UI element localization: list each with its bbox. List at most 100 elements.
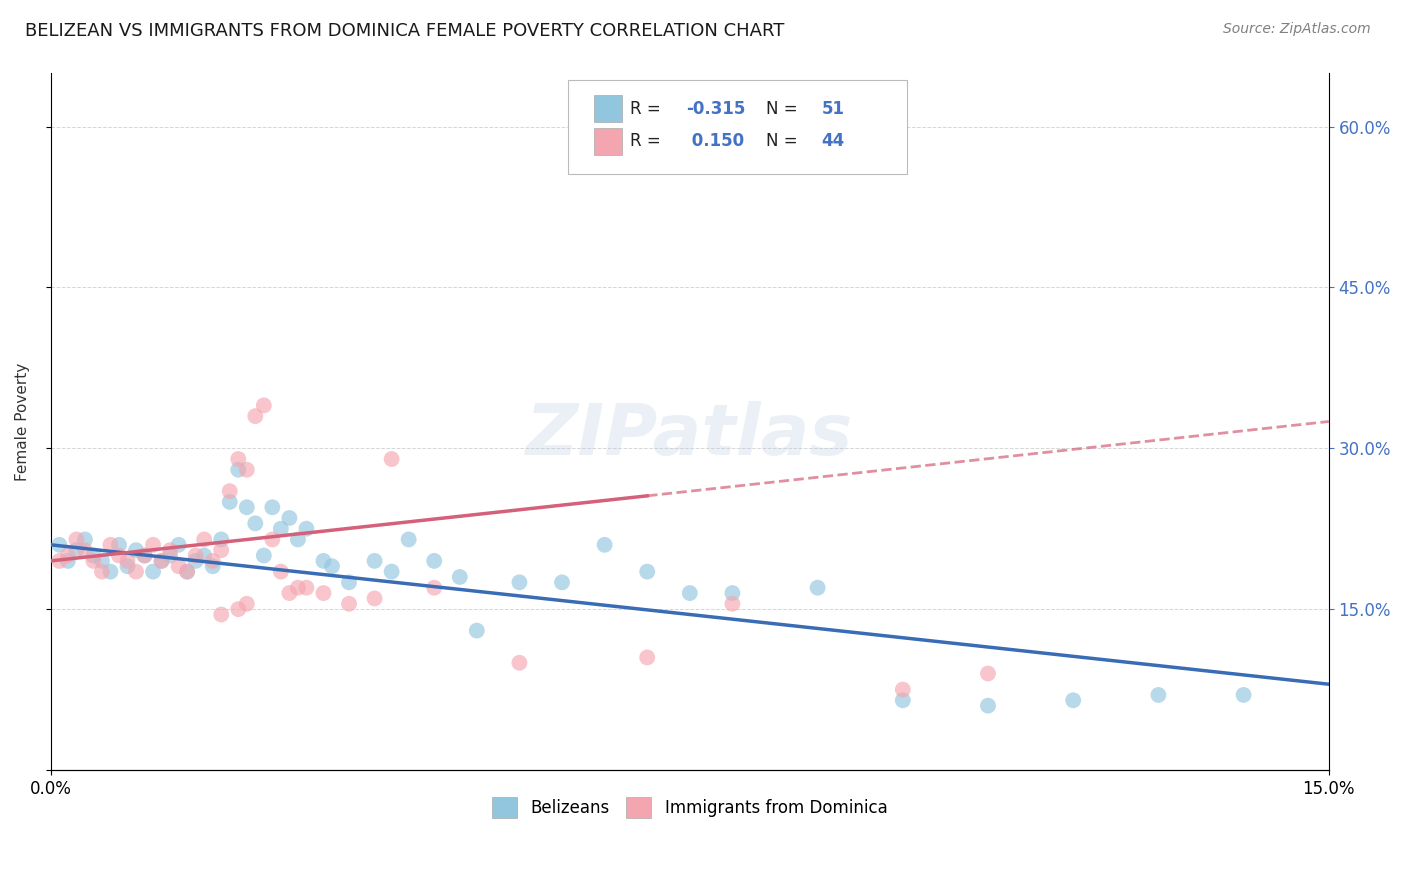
Point bbox=[1062, 693, 1084, 707]
Point bbox=[117, 559, 139, 574]
Point bbox=[278, 511, 301, 525]
Point bbox=[218, 495, 240, 509]
Point bbox=[159, 543, 181, 558]
Point bbox=[381, 565, 404, 579]
Text: 0.150: 0.150 bbox=[686, 132, 744, 150]
Point bbox=[209, 533, 232, 547]
Point bbox=[82, 554, 104, 568]
Point bbox=[508, 656, 530, 670]
Point bbox=[226, 452, 249, 467]
Point bbox=[636, 650, 658, 665]
Point bbox=[721, 597, 744, 611]
Point bbox=[449, 570, 471, 584]
Y-axis label: Female Poverty: Female Poverty bbox=[15, 362, 30, 481]
Text: BELIZEAN VS IMMIGRANTS FROM DOMINICA FEMALE POVERTY CORRELATION CHART: BELIZEAN VS IMMIGRANTS FROM DOMINICA FEM… bbox=[25, 22, 785, 40]
Text: ZIPatlas: ZIPatlas bbox=[526, 401, 853, 470]
Point bbox=[270, 565, 292, 579]
FancyBboxPatch shape bbox=[568, 80, 907, 174]
Point bbox=[56, 549, 79, 563]
Point bbox=[551, 575, 574, 590]
Point bbox=[91, 554, 114, 568]
Point bbox=[1147, 688, 1170, 702]
Point bbox=[236, 463, 259, 477]
Point bbox=[807, 581, 830, 595]
Point bbox=[65, 543, 87, 558]
Point bbox=[398, 533, 420, 547]
Point bbox=[593, 538, 616, 552]
Point bbox=[312, 586, 335, 600]
Point bbox=[201, 559, 224, 574]
Point bbox=[679, 586, 702, 600]
Point bbox=[891, 693, 914, 707]
Point bbox=[193, 533, 215, 547]
Point bbox=[176, 565, 198, 579]
Point bbox=[236, 597, 259, 611]
Point bbox=[278, 586, 301, 600]
Point bbox=[48, 554, 70, 568]
Point bbox=[108, 538, 131, 552]
Point bbox=[184, 554, 207, 568]
Point bbox=[721, 586, 744, 600]
Point bbox=[245, 409, 267, 424]
Point bbox=[176, 565, 198, 579]
Point bbox=[108, 549, 131, 563]
Point bbox=[363, 554, 385, 568]
Point bbox=[142, 538, 165, 552]
Point bbox=[977, 666, 1000, 681]
Point bbox=[184, 549, 207, 563]
Point bbox=[65, 533, 87, 547]
Text: Source: ZipAtlas.com: Source: ZipAtlas.com bbox=[1223, 22, 1371, 37]
Point bbox=[636, 565, 658, 579]
Point bbox=[508, 575, 530, 590]
FancyBboxPatch shape bbox=[593, 95, 621, 122]
Text: 51: 51 bbox=[821, 100, 845, 118]
Point bbox=[262, 500, 284, 515]
Point bbox=[167, 559, 190, 574]
Point bbox=[226, 463, 249, 477]
Legend: Belizeans, Immigrants from Dominica: Belizeans, Immigrants from Dominica bbox=[485, 790, 894, 824]
Point bbox=[73, 533, 96, 547]
Point bbox=[134, 549, 156, 563]
Point bbox=[226, 602, 249, 616]
Point bbox=[91, 565, 114, 579]
Point bbox=[423, 554, 446, 568]
Point bbox=[977, 698, 1000, 713]
Point bbox=[100, 565, 122, 579]
Point bbox=[465, 624, 488, 638]
Text: N =: N = bbox=[766, 100, 803, 118]
Point bbox=[125, 565, 148, 579]
Point bbox=[134, 549, 156, 563]
FancyBboxPatch shape bbox=[593, 128, 621, 154]
Point bbox=[363, 591, 385, 606]
Point bbox=[321, 559, 343, 574]
Point bbox=[82, 549, 104, 563]
Point bbox=[253, 398, 276, 412]
Text: -0.315: -0.315 bbox=[686, 100, 745, 118]
Point bbox=[1232, 688, 1254, 702]
Point bbox=[295, 522, 318, 536]
Text: R =: R = bbox=[630, 100, 666, 118]
Point bbox=[125, 543, 148, 558]
Point bbox=[381, 452, 404, 467]
Point bbox=[262, 533, 284, 547]
Point bbox=[117, 554, 139, 568]
Text: N =: N = bbox=[766, 132, 803, 150]
Point bbox=[159, 549, 181, 563]
Point bbox=[100, 538, 122, 552]
Point bbox=[167, 538, 190, 552]
Point bbox=[423, 581, 446, 595]
Point bbox=[287, 581, 309, 595]
Point bbox=[337, 575, 360, 590]
Point bbox=[295, 581, 318, 595]
Point bbox=[209, 607, 232, 622]
Point bbox=[270, 522, 292, 536]
Point bbox=[253, 549, 276, 563]
Point bbox=[150, 554, 173, 568]
Point bbox=[312, 554, 335, 568]
Point bbox=[245, 516, 267, 531]
Point bbox=[891, 682, 914, 697]
Point bbox=[48, 538, 70, 552]
Point bbox=[201, 554, 224, 568]
Point bbox=[287, 533, 309, 547]
Text: R =: R = bbox=[630, 132, 666, 150]
